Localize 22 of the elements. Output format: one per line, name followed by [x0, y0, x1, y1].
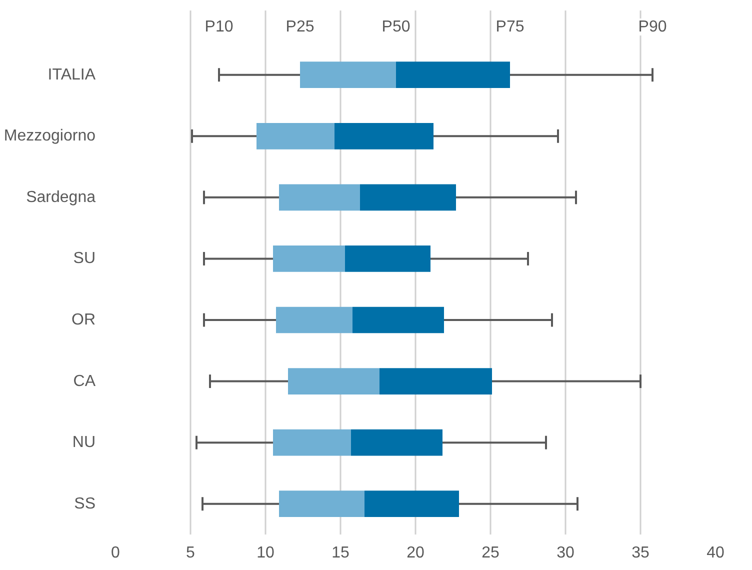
y-tick-label: OR	[72, 311, 96, 328]
x-tick-label: 0	[111, 544, 120, 562]
annotation: P25	[286, 18, 314, 36]
annotation: P75	[496, 18, 524, 36]
annotation: P10	[204, 18, 234, 36]
x-tick-label: 5	[186, 544, 196, 562]
x-tick-label: 30	[556, 544, 574, 562]
y-tick-label: Mezzogiorno	[4, 128, 96, 145]
y-tick-label: NU	[72, 434, 96, 452]
y-tick-label: SS	[74, 495, 96, 512]
x-tick-label: 40	[706, 544, 724, 562]
x-tick-label: 10	[256, 544, 274, 562]
annotation: P50	[382, 18, 410, 36]
x-tick-label: 20	[406, 544, 424, 562]
x-tick-label: 25	[482, 544, 500, 562]
y-tick-label: Sardegna	[26, 188, 96, 206]
y-tick-label: SU	[73, 250, 96, 268]
x-tick-label: 35	[632, 544, 650, 562]
annotation: P90	[638, 18, 667, 36]
y-tick-label: CA	[73, 372, 96, 390]
y-tick-label: ITALIA	[48, 66, 96, 84]
x-tick-label: 15	[332, 544, 350, 562]
